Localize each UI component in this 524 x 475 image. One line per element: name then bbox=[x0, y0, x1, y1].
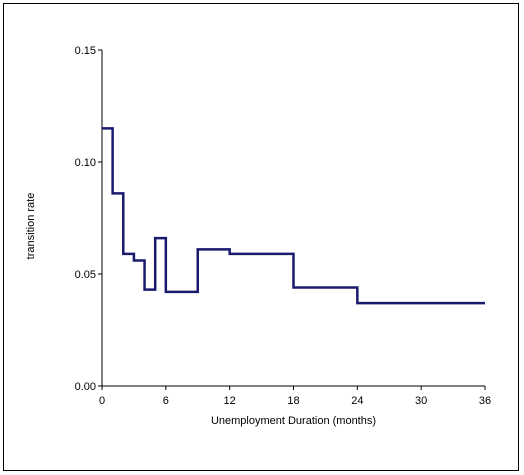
tick-marks bbox=[98, 49, 486, 390]
y-tick-label: 0.05 bbox=[75, 269, 96, 281]
x-tick-label: 6 bbox=[163, 395, 169, 407]
axes bbox=[101, 50, 485, 387]
x-tick-label: 0 bbox=[99, 395, 105, 407]
tick-labels: 0.00 0.05 0.10 0.15 0 6 12 18 24 30 36 bbox=[75, 45, 492, 407]
y-tick-label: 0.00 bbox=[75, 381, 96, 393]
x-tick-label: 36 bbox=[479, 395, 491, 407]
chart-frame: 0.00 0.05 0.10 0.15 0 6 12 18 24 30 36 Unemploymen… bbox=[3, 3, 519, 471]
x-tick-label: 24 bbox=[351, 395, 363, 407]
x-axis-label: Unemployment Duration (months) bbox=[211, 415, 376, 427]
step-chart: 0.00 0.05 0.10 0.15 0 6 12 18 24 30 36 Unemploymen… bbox=[25, 45, 492, 427]
y-tick-label: 0.15 bbox=[75, 45, 96, 57]
series-group bbox=[101, 127, 486, 305]
series-line bbox=[102, 127, 485, 305]
x-tick-label: 30 bbox=[415, 395, 427, 407]
x-tick-label: 12 bbox=[224, 395, 236, 407]
x-tick-label: 18 bbox=[287, 395, 299, 407]
y-tick-label: 0.10 bbox=[75, 157, 96, 169]
y-axis-label: transition rate bbox=[25, 193, 37, 260]
